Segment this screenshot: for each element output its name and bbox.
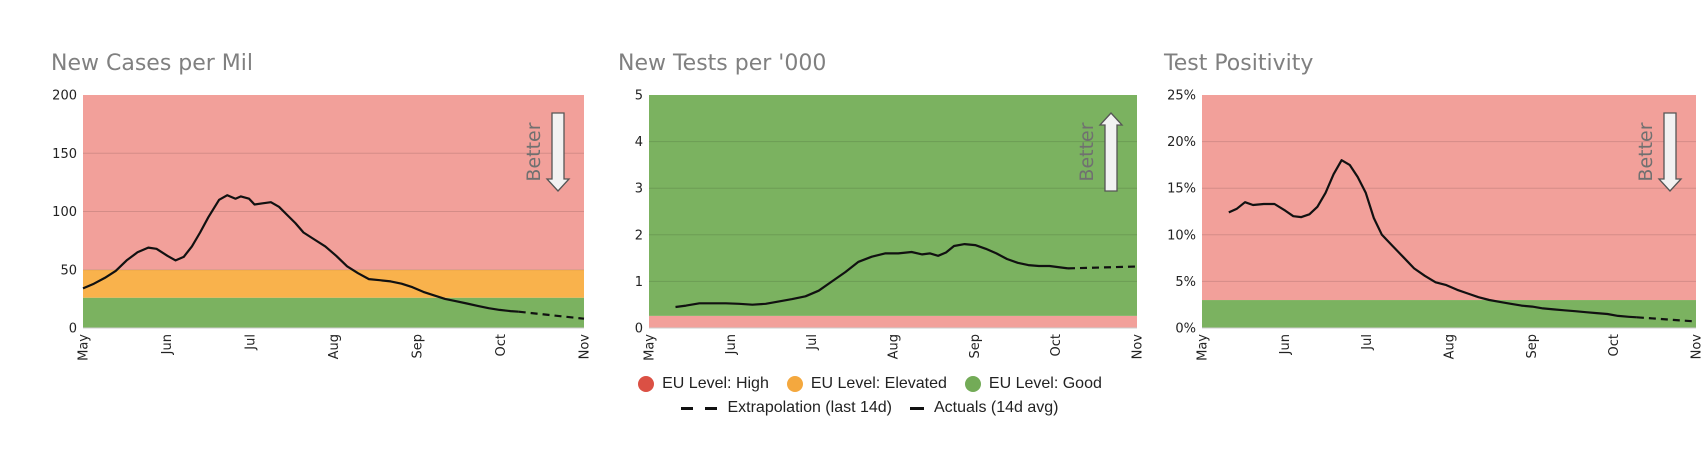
x-tick-label: Jul [1360,334,1375,351]
extrapolation-line [1636,316,1697,323]
actuals-line [1228,159,1637,319]
x-tick-label: Jun [160,334,175,355]
legend-dashed-line-icon [681,406,718,410]
x-tick-label: Nov [1131,334,1146,360]
legend-label-extrapolation: Extrapolation (last 14d) [727,399,892,416]
x-tick-label: May [77,334,92,361]
legend-levels-row: EU Level: High EU Level: Elevated EU Lev… [600,372,1140,396]
y-tick-label: 0 [635,322,643,337]
x-tick-label: Jun [1278,334,1293,355]
y-tick-label: 5% [1175,275,1196,290]
y-tick-label: 150 [52,147,77,162]
actuals-line [675,243,1069,309]
x-tick-label: Oct [1607,334,1622,356]
band-elevated [83,269,584,298]
x-tick-label: Sep [968,334,983,359]
x-tick-label: Sep [1525,334,1540,359]
y-tick-label: 5 [635,89,643,104]
new-tests-chart: New Tests per '000 0 1 2 3 4 5 May Jun Jul Aug Sep O… [618,51,1146,361]
band-good [1202,300,1696,328]
legend-item-good[interactable]: EU Level: Good [964,375,1102,393]
legend-item-high[interactable]: EU Level: High [638,375,769,393]
x-tick-label: Nov [1690,334,1705,360]
legend-item-extrapolation[interactable]: Extrapolation (last 14d) [681,399,892,417]
new-cases-chart: New Cases per Mil 0 50 100 150 200 May Jun Jul Au… [51,51,593,361]
y-tick-label: 25% [1167,89,1196,104]
better-up-arrow-icon [1098,112,1124,192]
y-tick-label: 0 [69,322,77,337]
y-tick-label: 200 [52,89,77,104]
better-label: Better [523,122,545,181]
better-label: Better [1076,122,1098,181]
y-tick-label: 1 [635,275,643,290]
x-tick-label: Oct [494,334,509,356]
y-tick-label: 20% [1167,135,1196,150]
legend-label-high: EU Level: High [662,375,769,392]
band-high [1202,95,1696,301]
extrapolation-line [518,310,585,320]
chart-title: New Cases per Mil [51,51,253,76]
legend-swatch-elevated-icon [786,376,803,392]
legend: EU Level: High EU Level: Elevated EU Lev… [600,372,1140,420]
legend-label-elevated: EU Level: Elevated [810,375,947,392]
x-tick-label: Oct [1049,334,1064,356]
x-tick-label: Aug [327,334,342,359]
y-tick-label: 100 [52,205,77,220]
x-tick-label: May [1196,334,1211,361]
y-tick-label: 0% [1175,322,1196,337]
y-tick-label: 2 [635,228,643,243]
legend-solid-line-icon [910,406,924,410]
y-tick-label: 15% [1167,182,1196,197]
band-good [649,95,1137,316]
better-label: Better [1635,122,1657,181]
x-tick-label: Nov [578,334,593,360]
y-tick-label: 50 [60,263,77,278]
x-tick-label: May [643,334,658,361]
legend-item-actuals[interactable]: Actuals (14d avg) [910,399,1059,417]
x-tick-label: Aug [887,334,902,359]
legend-swatch-high-icon [638,376,655,392]
band-good [83,297,584,328]
chart-title: Test Positivity [1163,51,1313,76]
band-high [649,315,1137,328]
legend-label-actuals: Actuals (14d avg) [934,399,1059,416]
band-high [83,95,584,270]
legend-lines-row: Extrapolation (last 14d) Actuals (14d av… [600,396,1140,420]
legend-label-good: EU Level: Good [988,375,1102,392]
better-down-arrow-icon [545,112,571,192]
x-tick-label: Aug [1443,334,1458,359]
y-tick-label: 3 [635,182,643,197]
y-tick-label: 10% [1167,228,1196,243]
legend-item-elevated[interactable]: EU Level: Elevated [786,375,947,393]
x-tick-label: Jun [724,334,739,355]
actuals-line [82,194,519,313]
y-tick-label: 4 [635,135,643,150]
legend-swatch-good-icon [964,376,981,392]
x-tick-label: Sep [411,334,426,359]
chart-title: New Tests per '000 [618,51,826,76]
test-positivity-chart: Test Positivity 0% 5% 10% 15% 20% 25% May Jun Jul… [1163,51,1705,361]
x-tick-label: Jul [805,334,820,351]
x-tick-label: Jul [244,334,259,351]
better-down-arrow-icon [1657,112,1683,192]
